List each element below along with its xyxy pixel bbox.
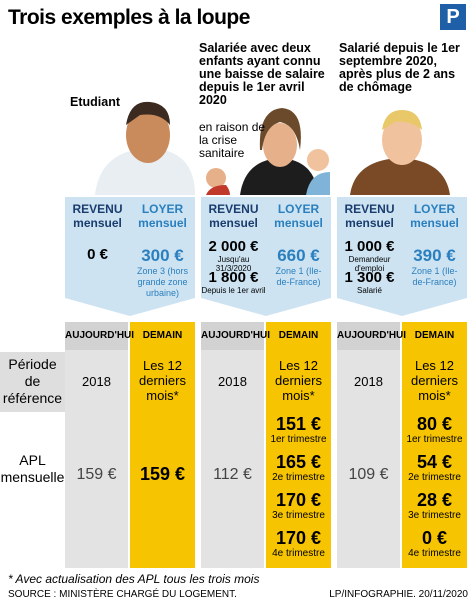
revenu-header: REVENU mensuel [208, 202, 259, 230]
apl-today: 112 € [213, 466, 252, 483]
apl-tomorrow: 28 € [416, 490, 453, 510]
apl-period: 4e trimestre [272, 548, 325, 559]
revenu-note: Salarié [357, 286, 382, 295]
revenu-header: REVENU mensuel [344, 202, 395, 230]
tomorrow-header: DEMAIN [278, 330, 319, 341]
column-subtitle: en raison de la crise sanitaire [199, 120, 266, 160]
title: Trois exemples à la loupe [8, 6, 250, 29]
logo: P [440, 4, 466, 30]
income-band [337, 197, 467, 316]
loyer-note: Zone 3 (hors grande zone urbaine) [136, 266, 189, 298]
loyer-header: LOYER mensuel [410, 202, 459, 230]
period-tomorrow: Les 12 derniers mois* [139, 358, 186, 403]
period-today: 2018 [82, 374, 111, 389]
revenu-note: Jusqu'au 31/3/2020 [215, 255, 252, 273]
loyer-amount: 660 € [277, 246, 320, 265]
revenu-amount: 1 000 € [344, 238, 395, 255]
apl-tomorrow: 170 € [275, 490, 322, 510]
revenu-note: Demandeur d'emploi [348, 255, 391, 273]
apl-period: 2e trimestre [408, 472, 461, 483]
period-band [0, 352, 65, 412]
student [95, 101, 195, 195]
column-title: Etudiant [70, 95, 120, 109]
today-header-bg [337, 322, 400, 350]
apl-today: 159 € [76, 466, 117, 483]
loyer-note: Zone 1 (Ile-de-France) [275, 266, 322, 287]
tomorrow-column [130, 322, 195, 568]
revenu-amount: 1 800 € [208, 269, 259, 286]
today-header-bg [65, 322, 128, 350]
source: SOURCE : MINISTÈRE CHARGÉ DU LOGEMENT. [8, 589, 237, 600]
apl-period: 2e trimestre [272, 472, 325, 483]
credit: LP/INFOGRAPHIE. 20/11/2020 [329, 589, 468, 600]
today-header: AUJOURD'HUI [65, 330, 135, 341]
revenu-header: REVENU mensuel [72, 202, 123, 230]
apl-period: 1er trimestre [406, 434, 463, 445]
row-label: Période de référence [2, 356, 63, 406]
period-tomorrow: Les 12 derniers mois* [411, 358, 458, 403]
apl-tomorrow: 165 € [275, 452, 322, 472]
tomorrow-column [266, 322, 331, 568]
tomorrow-column [402, 322, 467, 568]
apl-tomorrow: 0 € [421, 528, 448, 548]
apl-tomorrow: 151 € [275, 414, 322, 434]
apl-tomorrow: 170 € [275, 528, 322, 548]
apl-period: 3e trimestre [272, 510, 325, 521]
apl-tomorrow: 159 € [139, 464, 186, 484]
revenu-amount: 0 € [87, 246, 108, 263]
column-title: Salarié depuis le 1er septembre 2020, ap… [339, 41, 460, 94]
revenu-amount: 1 300 € [344, 269, 395, 286]
footnote: * Avec actualisation des APL tous les tr… [8, 572, 260, 586]
man [350, 110, 450, 195]
column-title: Salariée avec deux enfants ayant connu u… [199, 41, 325, 107]
loyer-header: LOYER mensuel [138, 202, 187, 230]
apl-period: 3e trimestre [408, 510, 461, 521]
income-band [65, 197, 195, 316]
income-band [201, 197, 331, 316]
apl-tomorrow: 80 € [416, 414, 453, 434]
apl-today: 109 € [348, 466, 389, 483]
period-today: 2018 [354, 374, 383, 389]
apl-period: 4e trimestre [408, 548, 461, 559]
row-label: APL mensuelle [0, 452, 65, 485]
revenu-amount: 2 000 € [208, 238, 259, 255]
woman-with-children [206, 108, 330, 195]
revenu-note: Depuis le 1er avril [201, 286, 266, 295]
loyer-note: Zone 1 (Ile-de-France) [411, 266, 458, 287]
loyer-amount: 300 € [141, 246, 184, 265]
today-column [337, 322, 400, 568]
apl-tomorrow: 54 € [416, 452, 453, 472]
today-header: AUJOURD'HUI [337, 330, 407, 341]
loyer-amount: 390 € [413, 246, 456, 265]
apl-period: 1er trimestre [270, 434, 327, 445]
today-column [65, 322, 128, 568]
loyer-header: LOYER mensuel [274, 202, 323, 230]
today-header-bg [201, 322, 264, 350]
tomorrow-header: DEMAIN [142, 330, 183, 341]
period-tomorrow: Les 12 derniers mois* [275, 358, 322, 403]
today-column [201, 322, 264, 568]
period-today: 2018 [218, 374, 247, 389]
tomorrow-header: DEMAIN [414, 330, 455, 341]
today-header: AUJOURD'HUI [201, 330, 271, 341]
